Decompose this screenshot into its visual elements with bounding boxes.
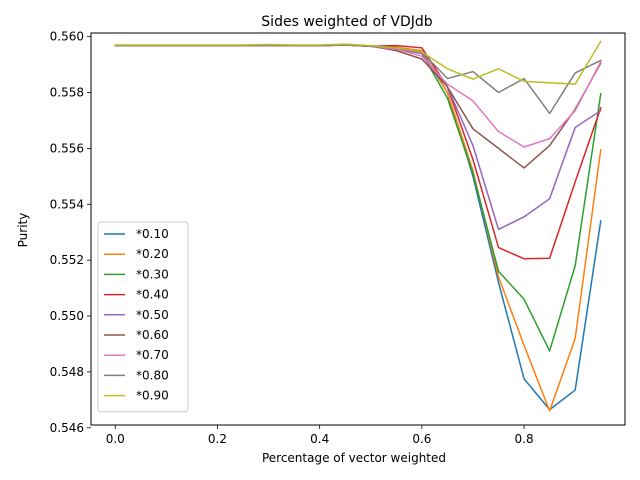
legend-label-2: *0.20: [136, 247, 169, 261]
y-tick-label: 0.556: [50, 141, 84, 155]
x-axis-ticks: 0.0 0.2 0.4 0.6 0.8: [106, 425, 534, 446]
y-tick-label: 0.554: [50, 197, 84, 211]
legend: *0.10 *0.20 *0.30 *0.40 *0.50 *0.60 *0.70 *0.80…: [97, 221, 189, 413]
legend-label-8: *0.80: [136, 368, 169, 382]
y-tick-label: 0.560: [50, 30, 84, 44]
legend-label-3: *0.30: [136, 267, 169, 281]
x-tick-label: 0.6: [412, 432, 431, 446]
y-tick-label: 0.552: [50, 253, 84, 267]
legend-label-1: *0.10: [136, 227, 169, 241]
y-tick-label: 0.558: [50, 86, 84, 100]
x-tick-label: 0.8: [515, 432, 534, 446]
legend-label-7: *0.70: [136, 348, 169, 362]
y-tick-label: 0.546: [50, 421, 84, 435]
y-axis-label: Purity: [16, 213, 30, 248]
x-axis-label: Percentage of vector weighted: [262, 451, 446, 465]
x-tick-label: 0.0: [106, 432, 125, 446]
plot-frame: [90, 32, 626, 426]
x-tick-label: 0.4: [310, 432, 329, 446]
x-tick-label: 0.2: [208, 432, 227, 446]
series-line-9: [114, 40, 602, 85]
legend-label-4: *0.40: [136, 288, 169, 302]
y-tick-label: 0.550: [50, 309, 84, 323]
y-axis-ticks: 0.546 0.548 0.550 0.552 0.554 0.556 0.558 0.560: [50, 30, 91, 435]
legend-label-6: *0.60: [136, 328, 169, 342]
legend-label-9: *0.90: [136, 389, 169, 403]
chart-title: Sides weighted of VDJdb: [261, 14, 432, 30]
plot-lines: [114, 40, 602, 412]
legend-box: [97, 221, 189, 413]
y-tick-label: 0.548: [50, 365, 84, 379]
legend-label-5: *0.50: [136, 308, 169, 322]
